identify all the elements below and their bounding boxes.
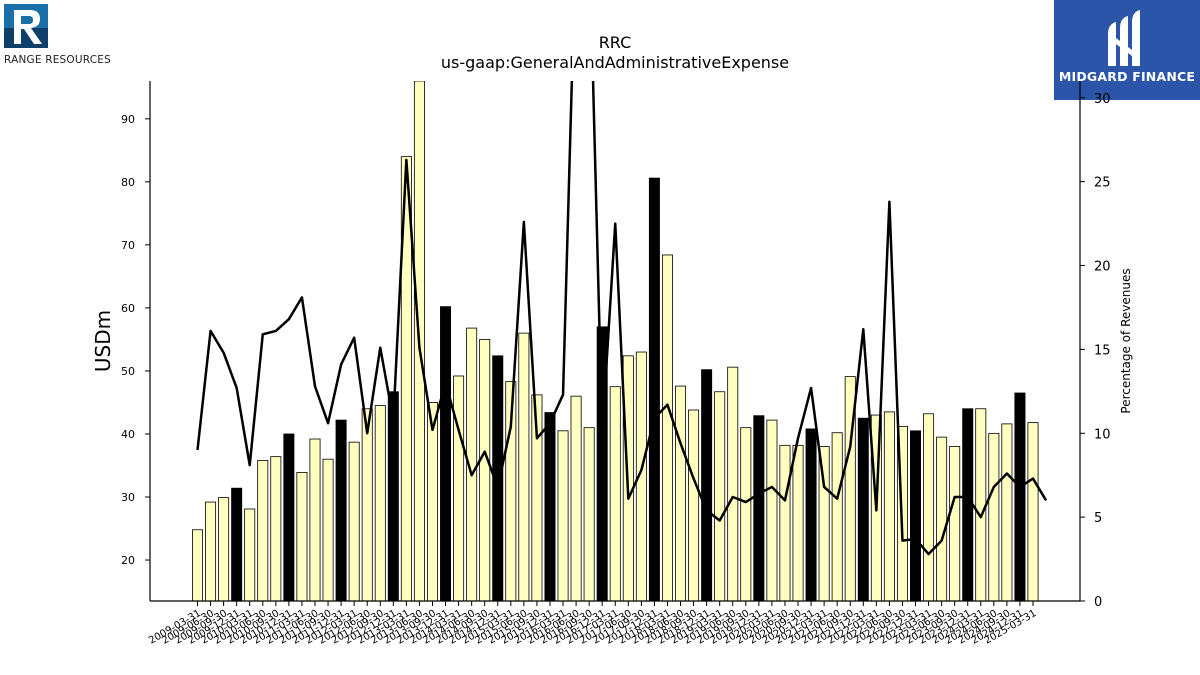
- bar: [557, 430, 569, 601]
- bar: [609, 386, 621, 601]
- y2-tick-label: 5: [1094, 511, 1102, 526]
- y-tick-label: 50: [121, 365, 135, 378]
- bar: [844, 376, 856, 601]
- bar: [257, 460, 269, 601]
- y2-axis-label: Percentage of Revenues: [1119, 268, 1133, 413]
- y2-tick-label: 0: [1094, 595, 1102, 610]
- bar: [322, 458, 334, 601]
- bar: [335, 419, 347, 601]
- bar: [426, 402, 438, 601]
- bar: [949, 446, 961, 601]
- y-tick-label: 30: [121, 491, 135, 504]
- bar: [688, 409, 700, 601]
- bar: [910, 430, 921, 601]
- range-resources-logo: RANGE RESOURCES: [4, 4, 134, 66]
- y2-tick-label: 10: [1094, 427, 1111, 442]
- axes: 20304050607080900510152025302009-03-3120…: [121, 81, 1111, 647]
- bar: [270, 456, 282, 601]
- bar: [544, 412, 556, 601]
- bar: [570, 395, 582, 601]
- bar: [374, 405, 386, 601]
- pct-revenues-line: [196, 81, 1048, 556]
- bar: [831, 432, 843, 601]
- bar: [348, 441, 360, 601]
- bar: [936, 436, 948, 601]
- bar: [400, 156, 412, 601]
- bar: [701, 369, 713, 601]
- bar: [923, 413, 935, 601]
- bar: [648, 177, 660, 601]
- bar: [818, 446, 830, 601]
- bar: [479, 339, 491, 601]
- bar: [296, 472, 308, 601]
- bar: [883, 411, 895, 601]
- bar-series: [192, 81, 1039, 601]
- bar: [231, 487, 243, 601]
- bar: [727, 366, 739, 601]
- y2-tick-label: 30: [1094, 92, 1111, 107]
- bar: [740, 427, 752, 601]
- range-resources-r-logo-icon: [4, 4, 48, 48]
- bar: [361, 408, 373, 601]
- y-axis-label: USDm: [91, 310, 115, 372]
- bar: [792, 444, 804, 601]
- bar: [635, 351, 647, 601]
- bar: [244, 508, 256, 601]
- bar: [205, 501, 217, 601]
- y-tick-label: 20: [121, 554, 135, 567]
- bar: [675, 385, 687, 601]
- bar: [218, 497, 230, 601]
- bar: [1014, 392, 1026, 601]
- bar: [714, 391, 726, 601]
- bar: [1027, 422, 1039, 601]
- y-tick-label: 70: [121, 239, 135, 252]
- bar: [779, 444, 791, 601]
- bar: [805, 428, 817, 601]
- bar: [505, 381, 517, 601]
- bar: [661, 254, 673, 601]
- bar: [440, 306, 452, 601]
- bar: [1001, 423, 1013, 601]
- y-tick-label: 60: [121, 302, 135, 315]
- y2-tick-label: 20: [1094, 260, 1111, 275]
- bar: [283, 433, 295, 601]
- bar: [492, 355, 504, 601]
- bar: [962, 408, 974, 601]
- pct-revenues-series: [196, 81, 1048, 556]
- chart-title: RRC: [599, 33, 632, 52]
- bar: [596, 326, 608, 601]
- bar: [192, 529, 203, 601]
- bar: [309, 438, 321, 601]
- bar: [387, 391, 399, 601]
- midgard-finance-logo: MIDGARD FINANCE: [1054, 0, 1200, 100]
- y2-tick-label: 25: [1094, 176, 1111, 191]
- bar: [753, 415, 765, 601]
- bar: [453, 375, 465, 601]
- bar: [766, 419, 778, 601]
- midgard-finance-logo-text: MIDGARD FINANCE: [1058, 69, 1196, 84]
- bar: [857, 417, 869, 601]
- bar: [583, 427, 595, 601]
- y-tick-label: 90: [121, 113, 135, 126]
- bar: [518, 332, 530, 601]
- y-tick-label: 40: [121, 428, 135, 441]
- midgard-finance-m-logo-icon: [1108, 10, 1140, 66]
- y-tick-label: 80: [121, 176, 135, 189]
- bar: [975, 408, 987, 601]
- chart-subtitle: us-gaap:GeneralAndAdministrativeExpense: [441, 53, 789, 72]
- bar: [988, 432, 1000, 601]
- range-resources-logo-text: RANGE RESOURCES: [4, 54, 111, 66]
- y2-tick-label: 15: [1094, 343, 1111, 358]
